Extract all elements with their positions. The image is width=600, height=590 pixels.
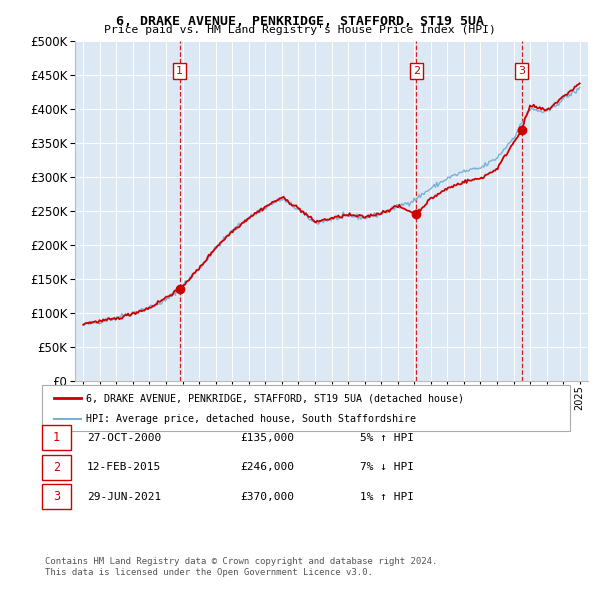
Text: 3: 3 bbox=[53, 490, 60, 503]
Text: 6, DRAKE AVENUE, PENKRIDGE, STAFFORD, ST19 5UA: 6, DRAKE AVENUE, PENKRIDGE, STAFFORD, ST… bbox=[116, 15, 484, 28]
Text: 12-FEB-2015: 12-FEB-2015 bbox=[87, 463, 161, 472]
Text: 5% ↑ HPI: 5% ↑ HPI bbox=[360, 433, 414, 442]
Text: 3: 3 bbox=[518, 66, 525, 76]
Text: Contains HM Land Registry data © Crown copyright and database right 2024.: Contains HM Land Registry data © Crown c… bbox=[45, 557, 437, 566]
Text: 1% ↑ HPI: 1% ↑ HPI bbox=[360, 492, 414, 502]
Text: £246,000: £246,000 bbox=[240, 463, 294, 472]
Text: £135,000: £135,000 bbox=[240, 433, 294, 442]
Text: 6, DRAKE AVENUE, PENKRIDGE, STAFFORD, ST19 5UA (detached house): 6, DRAKE AVENUE, PENKRIDGE, STAFFORD, ST… bbox=[86, 394, 464, 403]
Text: 1: 1 bbox=[53, 431, 60, 444]
Text: Price paid vs. HM Land Registry's House Price Index (HPI): Price paid vs. HM Land Registry's House … bbox=[104, 25, 496, 35]
Text: 29-JUN-2021: 29-JUN-2021 bbox=[87, 492, 161, 502]
Text: This data is licensed under the Open Government Licence v3.0.: This data is licensed under the Open Gov… bbox=[45, 568, 373, 577]
Text: 7% ↓ HPI: 7% ↓ HPI bbox=[360, 463, 414, 472]
Text: 2: 2 bbox=[53, 461, 60, 474]
Text: HPI: Average price, detached house, South Staffordshire: HPI: Average price, detached house, Sout… bbox=[86, 414, 416, 424]
Text: 1: 1 bbox=[176, 66, 183, 76]
Text: £370,000: £370,000 bbox=[240, 492, 294, 502]
Text: 2: 2 bbox=[413, 66, 420, 76]
Text: 27-OCT-2000: 27-OCT-2000 bbox=[87, 433, 161, 442]
